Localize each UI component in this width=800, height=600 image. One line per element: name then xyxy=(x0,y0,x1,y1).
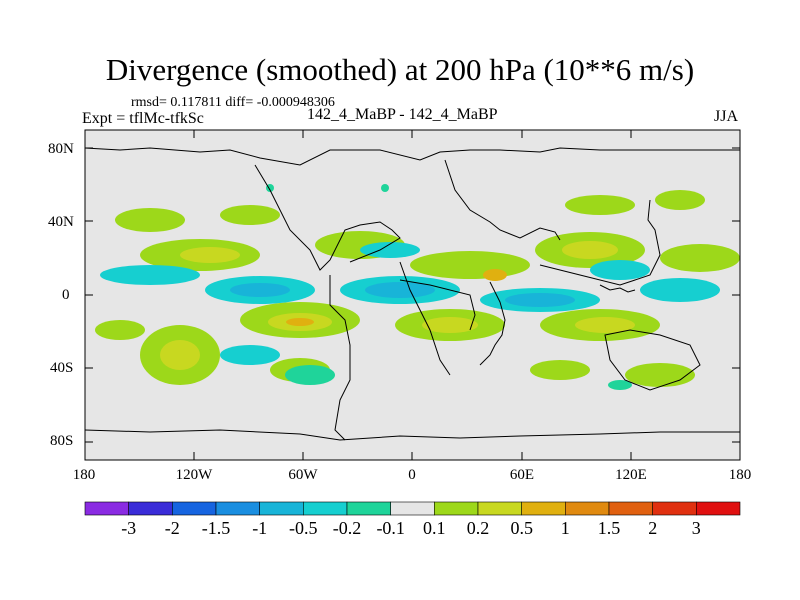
field-blob xyxy=(590,260,650,280)
colorbar-segment-13 xyxy=(652,501,697,516)
colorbar-label: -3 xyxy=(121,518,137,538)
lon-label-120e: 120E xyxy=(615,467,647,483)
lon-label-180w: 180 xyxy=(72,467,96,483)
field-blob xyxy=(640,278,720,302)
colorbar-label: 2 xyxy=(648,518,658,538)
field-blob xyxy=(100,265,200,285)
field-blob xyxy=(286,318,314,326)
colorbar-segment-10 xyxy=(521,501,566,516)
colorbar-label: -0.5 xyxy=(289,518,318,538)
colorbar-label: 0.1 xyxy=(423,518,446,538)
lon-label-120w: 120W xyxy=(175,467,213,483)
north-america-coast xyxy=(254,164,401,271)
field-blob xyxy=(115,208,185,232)
colorbar-segment-11 xyxy=(564,501,610,516)
lat-ticks xyxy=(85,147,740,443)
lat-label-40s: 40S xyxy=(50,360,74,376)
colorbar-segment-4 xyxy=(259,501,304,516)
colorbar-segment-8 xyxy=(433,501,479,516)
eurasia-south-coast xyxy=(444,159,561,241)
coastlines xyxy=(84,147,740,441)
lat-label-eq: 0 xyxy=(62,287,70,303)
colorbar-segment-5 xyxy=(302,501,348,516)
plot-title: Divergence (smoothed) at 200 hPa (10**6 … xyxy=(105,52,695,87)
australia-coast xyxy=(604,329,701,391)
field-blob xyxy=(381,184,389,192)
field-blob xyxy=(530,360,590,380)
field-blob xyxy=(285,365,335,385)
lat-label-40n: 40N xyxy=(48,214,74,230)
lat-label-80n: 80N xyxy=(48,141,74,157)
colorbar-label: 0.2 xyxy=(466,518,490,538)
colorbar-segment-9 xyxy=(477,501,523,516)
colorbar-segment-0 xyxy=(84,501,130,516)
colorbar-label: -0.2 xyxy=(332,518,362,538)
field-blob xyxy=(230,283,290,297)
field-blob xyxy=(505,293,575,307)
colorbar-label: 0.5 xyxy=(510,518,533,538)
field-blob xyxy=(608,380,632,390)
rmsd-diff-stats: rmsd= 0.117811 diff= -0.000948306 xyxy=(131,95,335,110)
south-america-west-coast xyxy=(329,275,351,441)
field-blob xyxy=(655,190,705,210)
field-blob xyxy=(220,345,280,365)
colorbar-segment-3 xyxy=(215,501,261,516)
africa-east-coast xyxy=(479,281,506,366)
field-blob xyxy=(410,251,530,279)
field-blob xyxy=(625,363,695,387)
lon-label-60w: 60W xyxy=(288,467,318,483)
field-blob xyxy=(483,269,507,281)
field-blob xyxy=(360,242,420,258)
field-blob xyxy=(180,247,240,263)
colorbar-segment-2 xyxy=(172,501,217,516)
divergence-field xyxy=(95,184,740,390)
colorbar-label: 1.5 xyxy=(597,518,621,538)
colorbar xyxy=(84,501,741,516)
lon-ticks xyxy=(193,130,632,460)
colorbar-segment-14 xyxy=(695,501,741,516)
south-asia-coast xyxy=(539,199,661,286)
arctic-coast xyxy=(84,147,740,166)
field-blob xyxy=(365,282,435,298)
experiment-label: Expt = tflMc-tfkSc xyxy=(82,110,204,127)
field-blob xyxy=(422,317,478,333)
south-america-east-coast xyxy=(399,279,476,331)
lon-label-0: 0 xyxy=(408,467,416,483)
lat-label-80s: 80S xyxy=(50,433,74,449)
colorbar-label: 1 xyxy=(560,518,570,538)
map-panel xyxy=(84,129,741,461)
field-blob xyxy=(575,317,635,333)
field-blob xyxy=(562,241,618,259)
colorbar-label: -0.1 xyxy=(376,518,405,538)
colorbar-label: -2 xyxy=(164,518,180,538)
lon-label-60e: 60E xyxy=(509,467,535,483)
field-blob xyxy=(565,195,635,215)
colorbar-segment-12 xyxy=(608,501,654,516)
field-blob xyxy=(95,320,145,340)
field-blob xyxy=(160,340,200,370)
season-label: JJA xyxy=(714,108,739,125)
colorbar-label: -1 xyxy=(252,518,268,538)
antarctic-coast xyxy=(84,429,740,441)
maritime-continent-coast xyxy=(599,284,636,293)
colorbar-label: 3 xyxy=(691,518,701,538)
field-blob xyxy=(660,244,740,272)
field-blob xyxy=(220,205,280,225)
model-comparison-label: 142_4_MaBP - 142_4_MaBP xyxy=(307,106,498,123)
colorbar-segment-1 xyxy=(128,501,173,516)
colorbar-label: -1.5 xyxy=(201,518,231,538)
africa-west-coast xyxy=(399,261,451,376)
lon-label-180e: 180 xyxy=(728,467,752,483)
colorbar-segment-6 xyxy=(346,501,392,516)
colorbar-segment-7 xyxy=(390,501,435,516)
